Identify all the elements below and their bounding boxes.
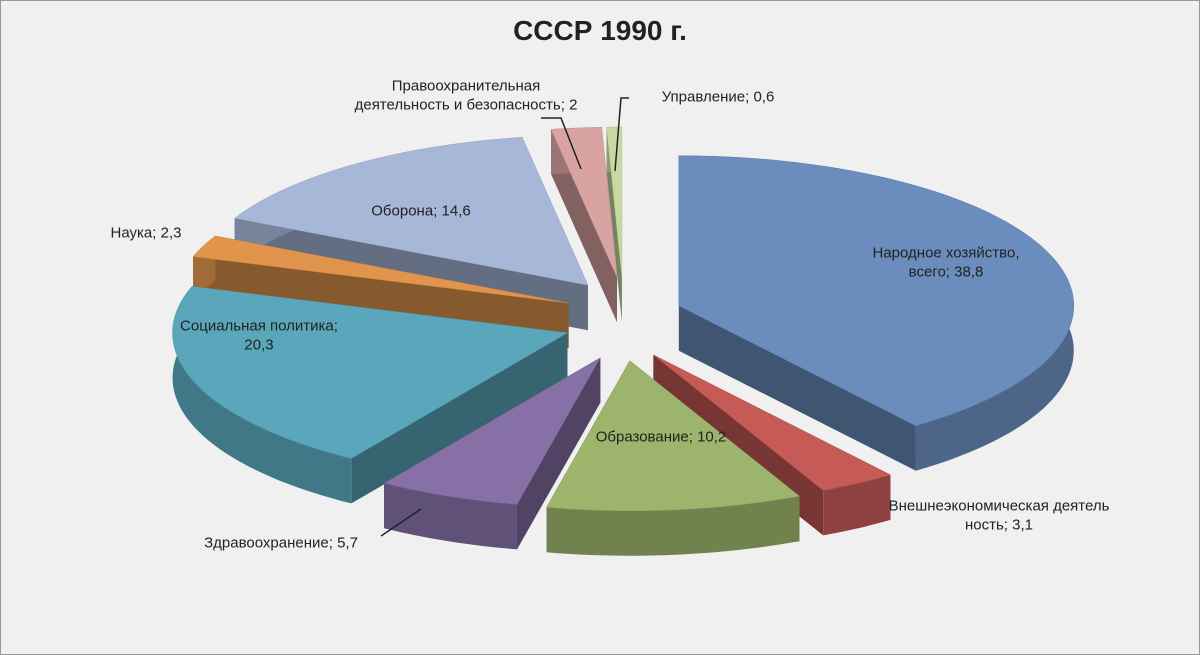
leader-line: [541, 117, 582, 170]
slice: [653, 354, 892, 536]
category-name: Народное хозяйство, всего: [872, 244, 1020, 280]
slice: [678, 155, 1075, 426]
slice-side: [678, 305, 916, 471]
slice-side: [384, 483, 517, 550]
value-label: 2,3: [160, 224, 182, 242]
slice: [172, 286, 569, 504]
leader-line: [380, 508, 422, 537]
data-label: Управление; 0,6: [618, 89, 818, 108]
data-label: Социальная политика; 20,3: [179, 317, 339, 355]
slice: [192, 235, 569, 304]
value-label: 38,8: [954, 263, 984, 280]
slice: [606, 126, 623, 322]
data-label: Образование; 10,2: [531, 429, 791, 448]
category-name: Управление: [661, 88, 746, 106]
separator: ;: [560, 96, 570, 113]
data-label: Внешнеэкономическая деятельность; 3,1: [888, 497, 1110, 535]
data-label: Народное хозяйство, всего; 38,8: [859, 244, 1034, 282]
value-label: 2: [569, 96, 578, 113]
chart-title: СССР 1990 г.: [513, 15, 687, 46]
value-label: 10,2: [697, 428, 727, 446]
value-label: 20,3: [244, 336, 274, 353]
category-name: Образование: [595, 428, 689, 446]
data-label: Оборона; 14,6: [321, 203, 521, 222]
separator: ;: [688, 428, 698, 446]
slice: [234, 137, 589, 286]
slice: [606, 126, 623, 278]
slice-side: [606, 127, 622, 322]
category-name: Правоохранительная деятельность и безопа…: [354, 77, 561, 113]
slice: [546, 360, 801, 556]
slice: [550, 127, 618, 323]
slice-side: [823, 474, 891, 536]
separator: ;: [328, 534, 338, 552]
separator: ;: [152, 224, 161, 242]
category-name: Здравоохранение: [204, 534, 329, 552]
separator: ;: [1003, 516, 1013, 533]
slice: [653, 354, 892, 491]
leader-line: [614, 97, 629, 172]
slice: [678, 155, 1075, 471]
data-label: Наука; 2,3: [66, 225, 226, 244]
slice: [546, 360, 801, 511]
value-label: 5,7: [337, 534, 358, 552]
category-name: Оборона: [371, 202, 434, 220]
separator: ;: [433, 202, 442, 220]
slice: [383, 357, 601, 550]
data-label: Здравоохранение; 5,7: [181, 535, 381, 554]
value-label: 0,6: [753, 88, 775, 106]
separator: ;: [945, 263, 955, 280]
value-label: 3,1: [1012, 516, 1033, 533]
category-name: Внешнеэкономическая деятельность: [888, 497, 1110, 533]
separator: ;: [745, 88, 754, 106]
slice: [383, 357, 601, 505]
slice-side: [172, 286, 352, 504]
data-label: Правоохранительная деятельность и безопа…: [351, 77, 581, 115]
slice: [550, 127, 618, 278]
separator: ;: [333, 317, 338, 335]
category-name: Социальная политика: [180, 317, 334, 335]
slice-side: [546, 496, 800, 556]
value-label: 14,6: [441, 202, 471, 220]
slice-side: [551, 129, 617, 323]
slice: [172, 286, 569, 459]
slice-side: [351, 332, 568, 504]
category-name: Наука: [110, 224, 153, 242]
